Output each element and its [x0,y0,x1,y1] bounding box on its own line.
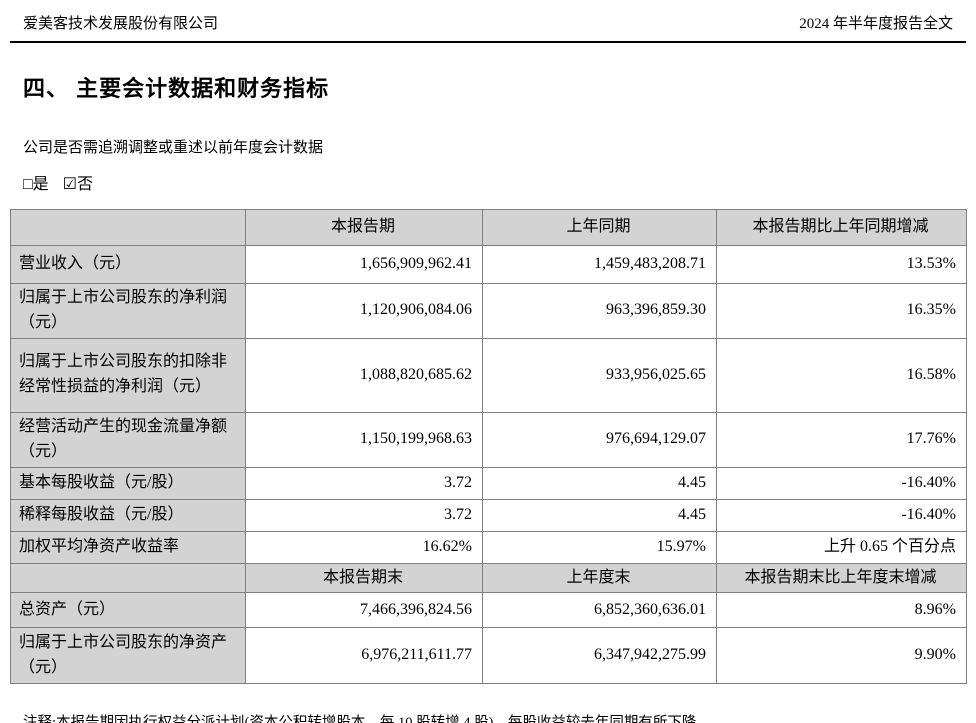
header-empty-cell [10,562,246,594]
value-current: 3.72 [245,498,483,532]
value-prior: 4.45 [482,498,717,532]
value-change: 13.53% [716,244,967,284]
header-prior-year-end: 上年度末 [482,562,717,594]
value-current: 1,088,820,685.62 [245,337,483,413]
checkbox-yes: □是 [23,175,49,193]
value-current: 1,656,909,962.41 [245,244,483,284]
value-prior: 976,694,129.07 [482,411,717,468]
key-financials-table: 本报告期 上年同期 本报告期比上年同期增减 营业收入（元） 1,656,909,… [10,208,967,685]
section-heading: 四、 主要会计数据和财务指标 [23,75,330,101]
value-change: 16.58% [716,337,967,413]
header-period-change: 本报告期比上年同期增减 [716,208,967,246]
table-row-basic-eps: 基本每股收益（元/股） 3.72 4.45 -16.40% [10,466,967,500]
restatement-options: □是 ☑否 [23,170,976,194]
row-label: 加权平均净资产收益率 [10,530,246,564]
value-change: -16.40% [716,498,967,532]
row-label: 营业收入（元） [10,244,246,284]
value-current: 1,120,906,084.06 [245,282,483,339]
value-change: 8.96% [716,592,967,629]
table-row-operating-cash-flow: 经营活动产生的现金流量净额（元） 1,150,199,968.63 976,69… [10,411,967,468]
value-current: 1,150,199,968.63 [245,411,483,468]
header-period-end: 本报告期末 [245,562,483,594]
table-row-net-profit: 归属于上市公司股东的净利润（元） 1,120,906,084.06 963,39… [10,282,967,339]
row-label: 归属于上市公司股东的扣除非经常性损益的净利润（元） [10,337,246,413]
table-row-revenue: 营业收入（元） 1,656,909,962.41 1,459,483,208.7… [10,244,967,284]
value-current: 16.62% [245,530,483,564]
table-row-total-assets: 总资产（元） 7,466,396,824.56 6,852,360,636.01… [10,592,967,629]
table-row-diluted-eps: 稀释每股收益（元/股） 3.72 4.45 -16.40% [10,498,967,532]
value-prior: 963,396,859.30 [482,282,717,339]
period-header-row: 本报告期 上年同期 本报告期比上年同期增减 [10,208,967,246]
value-change: 17.76% [716,411,967,468]
value-prior: 933,956,025.65 [482,337,717,413]
row-label: 总资产（元） [10,592,246,629]
value-prior: 15.97% [482,530,717,564]
header-prior-period: 上年同期 [482,208,717,246]
checkbox-no-checked: ☑否 [62,175,94,193]
restatement-question: 公司是否需追溯调整或重述以前年度会计数据 [23,139,324,156]
value-current: 3.72 [245,466,483,500]
page-header: 爱美客技术发展股份有限公司 2024 年半年度报告全文 [10,0,966,43]
row-label: 稀释每股收益（元/股） [10,498,246,532]
value-prior: 6,347,942,275.99 [482,627,717,685]
value-change: -16.40% [716,466,967,500]
point-header-row: 本报告期末 上年度末 本报告期末比上年度末增减 [10,562,967,594]
report-title: 2024 年半年度报告全文 [799,16,953,32]
value-prior: 1,459,483,208.71 [482,244,717,284]
value-prior: 6,852,360,636.01 [482,592,717,629]
company-name: 爱美客技术发展股份有限公司 [23,16,219,32]
header-current-period: 本报告期 [245,208,483,246]
value-prior: 4.45 [482,466,717,500]
table-row-net-profit-excl-nonrecurring: 归属于上市公司股东的扣除非经常性损益的净利润（元） 1,088,820,685.… [10,337,967,413]
value-change: 9.90% [716,627,967,685]
row-label: 基本每股收益（元/股） [10,466,246,500]
value-current: 6,976,211,611.77 [245,627,483,685]
row-label: 归属于上市公司股东的净资产（元） [10,627,246,685]
row-label: 经营活动产生的现金流量净额（元） [10,411,246,468]
table-row-net-assets: 归属于上市公司股东的净资产（元） 6,976,211,611.77 6,347,… [10,627,967,685]
header-point-change: 本报告期末比上年度末增减 [716,562,967,594]
value-current: 7,466,396,824.56 [245,592,483,629]
value-change: 上升 0.65 个百分点 [716,530,967,564]
footnote: 注释:本报告期因执行权益分派计划(资本公积转增股本，每 10 股转增 4 股)，… [23,711,976,723]
header-empty-cell [10,208,246,246]
value-change: 16.35% [716,282,967,339]
table-row-weighted-avg-roe: 加权平均净资产收益率 16.62% 15.97% 上升 0.65 个百分点 [10,530,967,564]
row-label: 归属于上市公司股东的净利润（元） [10,282,246,339]
